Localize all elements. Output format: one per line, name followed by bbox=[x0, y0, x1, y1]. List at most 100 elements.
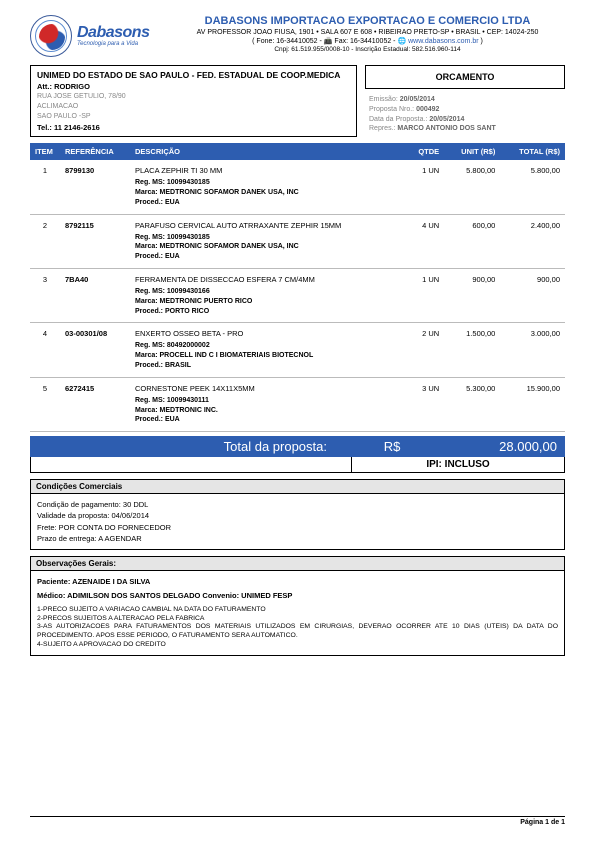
cell-n: 3 bbox=[30, 269, 60, 287]
client-street: RUA JOSE GETULIO, 78/90 bbox=[37, 92, 350, 101]
total-amount: 28.000,00 bbox=[437, 439, 557, 454]
col-total: TOTAL (R$) bbox=[500, 143, 565, 160]
table-row-detail: Reg. MS: 10099430185Marca: MEDTRONIC SOF… bbox=[30, 177, 565, 214]
meta-box: Emissão: 20/05/2014 Proposta Nro.: 00049… bbox=[365, 93, 565, 136]
total-currency: R$ bbox=[347, 439, 437, 454]
logo-name: Dabasons bbox=[77, 25, 149, 41]
data-val: 20/05/2014 bbox=[429, 116, 464, 123]
col-ref: REFERÊNCIA bbox=[60, 143, 130, 160]
cell-qtde: 1 UN bbox=[405, 160, 444, 177]
data-lbl: Data da Proposta.: bbox=[369, 116, 427, 123]
client-tel: Tel.: 11 2146-2616 bbox=[37, 123, 350, 132]
client-box: UNIMED DO ESTADO DE SAO PAULO - FED. EST… bbox=[30, 65, 357, 137]
obs-medico: Médico: ADIMILSON DOS SANTOS DELGADO Con… bbox=[37, 590, 558, 601]
cond-l1: Condição de pagamento: 30 DDL bbox=[37, 499, 558, 510]
cell-n: 5 bbox=[30, 377, 60, 395]
table-row: 37BA40FERRAMENTA DE DISSECCAO ESFERA 7 C… bbox=[30, 269, 565, 287]
cell-detail: Reg. MS: 80492000002Marca: PROCELL IND C… bbox=[130, 340, 565, 377]
cell-total: 5.800,00 bbox=[500, 160, 565, 177]
col-item: ITEM bbox=[30, 143, 60, 160]
obs-n3: 3-AS AUTORIZACOES PARA FATURAMENTOS DOS … bbox=[37, 623, 558, 641]
cell-total: 3.000,00 bbox=[500, 323, 565, 341]
company-cnpj: Cnpj: 61.519.955/0008-10 - Inscrição Est… bbox=[170, 46, 565, 53]
cell-unit: 5.300,00 bbox=[444, 377, 500, 395]
obs-n2: 2-PRECOS SUJEITOS A ALTERACAO PELA FABRI… bbox=[37, 615, 558, 624]
cond-l4: Prazo de entrega: A AGENDAR bbox=[37, 533, 558, 544]
table-row-detail: Reg. MS: 10099430111Marca: MEDTRONIC INC… bbox=[30, 395, 565, 432]
table-row: 28792115PARAFUSO CERVICAL AUTO ATRRAXANT… bbox=[30, 214, 565, 232]
table-row-detail: Reg. MS: 10099430166Marca: MEDTRONIC PUE… bbox=[30, 286, 565, 323]
cell-desc: FERRAMENTA DE DISSECCAO ESFERA 7 CM/4MM bbox=[130, 269, 405, 287]
cell-total: 2.400,00 bbox=[500, 214, 565, 232]
cell-total: 900,00 bbox=[500, 269, 565, 287]
cell-detail: Reg. MS: 10099430166Marca: MEDTRONIC PUE… bbox=[130, 286, 565, 323]
client-att: Att.: RODRIGO bbox=[37, 82, 350, 91]
cell-total: 15.900,00 bbox=[500, 377, 565, 395]
ipi-row: IPI: INCLUSO bbox=[30, 457, 565, 473]
phone-close: ) bbox=[479, 38, 483, 45]
cell-detail: Reg. MS: 10099430111Marca: MEDTRONIC INC… bbox=[130, 395, 565, 432]
client-district: ACLIMACAO bbox=[37, 102, 350, 111]
orcamento-title: ORCAMENTO bbox=[365, 65, 565, 89]
table-header-row: ITEM REFERÊNCIA DESCRIÇÃO QTDE UNIT (R$)… bbox=[30, 143, 565, 160]
cell-detail: Reg. MS: 10099430185Marca: MEDTRONIC SOF… bbox=[130, 232, 565, 269]
col-desc: DESCRIÇÃO bbox=[130, 143, 405, 160]
logo-text: Dabasons Tecnologia para a Vida bbox=[77, 25, 149, 47]
cell-qtde: 1 UN bbox=[405, 269, 444, 287]
logo-box: Dabasons Tecnologia para a Vida bbox=[30, 15, 170, 57]
col-unit: UNIT (R$) bbox=[444, 143, 500, 160]
company-phone: ( Fone: 16-34410052 - 📠 Fax: 16-34410052… bbox=[170, 37, 565, 45]
total-label: Total da proposta: bbox=[38, 439, 347, 454]
logo-tagline: Tecnologia para a Vida bbox=[77, 41, 149, 47]
cell-desc: ENXERTO OSSEO BETA - PRO bbox=[130, 323, 405, 341]
client-orcamento-row: UNIMED DO ESTADO DE SAO PAULO - FED. EST… bbox=[30, 65, 565, 137]
obs-n4: 4-SUJEITO A APROVACAO DO CREDITO bbox=[37, 641, 558, 650]
cell-n: 2 bbox=[30, 214, 60, 232]
company-address: AV PROFESSOR JOAO FIUSA, 1901 • SALA 607… bbox=[170, 29, 565, 36]
condicoes-section: Condições Comerciais Condição de pagamen… bbox=[30, 479, 565, 550]
obs-paciente: Paciente: AZENAIDE I DA SILVA bbox=[37, 576, 558, 587]
obs-title: Observações Gerais: bbox=[31, 557, 564, 571]
phone-text: ( Fone: 16-34410052 - 📠 Fax: 16-34410052… bbox=[252, 38, 408, 45]
cell-unit: 600,00 bbox=[444, 214, 500, 232]
cell-n: 1 bbox=[30, 160, 60, 177]
cell-ref: 8792115 bbox=[60, 214, 130, 232]
company-name: DABASONS IMPORTACAO EXPORTACAO E COMERCI… bbox=[170, 15, 565, 27]
emissao-lbl: Emissão: bbox=[369, 96, 398, 103]
cell-desc: CORNESTONE PEEK 14X11X5MM bbox=[130, 377, 405, 395]
obs-notes: 1-PRECO SUJEITO A VARIACAO CAMBIAL NA DA… bbox=[37, 606, 558, 650]
items-table: ITEM REFERÊNCIA DESCRIÇÃO QTDE UNIT (R$)… bbox=[30, 143, 565, 432]
cell-detail: Reg. MS: 10099430185Marca: MEDTRONIC SOF… bbox=[130, 177, 565, 214]
cell-n: 4 bbox=[30, 323, 60, 341]
cell-ref: 7BA40 bbox=[60, 269, 130, 287]
cond-l3: Frete: POR CONTA DO FORNECEDOR bbox=[37, 522, 558, 533]
condicoes-body: Condição de pagamento: 30 DDL Validade d… bbox=[31, 494, 564, 549]
cell-unit: 5.800,00 bbox=[444, 160, 500, 177]
document-header: Dabasons Tecnologia para a Vida DABASONS… bbox=[30, 15, 565, 57]
cell-desc: PARAFUSO CERVICAL AUTO ATRRAXANTE ZEPHIR… bbox=[130, 214, 405, 232]
ipi-box: IPI: INCLUSO bbox=[351, 457, 564, 472]
table-row: 18799130PLACA ZEPHIR TI 30 MM1 UN5.800,0… bbox=[30, 160, 565, 177]
client-city: SAO PAULO -SP bbox=[37, 112, 350, 121]
table-row: 56272415CORNESTONE PEEK 14X11X5MM3 UN5.3… bbox=[30, 377, 565, 395]
cell-qtde: 3 UN bbox=[405, 377, 444, 395]
proposta-val: 000492 bbox=[416, 106, 439, 113]
cell-unit: 1.500,00 bbox=[444, 323, 500, 341]
table-row-detail: Reg. MS: 10099430185Marca: MEDTRONIC SOF… bbox=[30, 232, 565, 269]
orcamento-col: ORCAMENTO Emissão: 20/05/2014 Proposta N… bbox=[365, 65, 565, 137]
table-row: 403-00301/08ENXERTO OSSEO BETA - PRO2 UN… bbox=[30, 323, 565, 341]
client-name: UNIMED DO ESTADO DE SAO PAULO - FED. EST… bbox=[37, 70, 350, 80]
cell-ref: 03-00301/08 bbox=[60, 323, 130, 341]
cell-qtde: 4 UN bbox=[405, 214, 444, 232]
repres-lbl: Repres.: bbox=[369, 125, 395, 132]
cell-ref: 8799130 bbox=[60, 160, 130, 177]
total-bar: Total da proposta: R$ 28.000,00 bbox=[30, 436, 565, 457]
obs-section: Observações Gerais: Paciente: AZENAIDE I… bbox=[30, 556, 565, 656]
obs-n1: 1-PRECO SUJEITO A VARIACAO CAMBIAL NA DA… bbox=[37, 606, 558, 615]
repres-val: MARCO ANTONIO DOS SANT bbox=[397, 125, 495, 132]
cell-qtde: 2 UN bbox=[405, 323, 444, 341]
proposta-lbl: Proposta Nro.: bbox=[369, 106, 414, 113]
company-info: DABASONS IMPORTACAO EXPORTACAO E COMERCI… bbox=[170, 15, 565, 53]
company-website: www.dabasons.com.br bbox=[408, 38, 478, 45]
page-footer: Página 1 de 1 bbox=[30, 816, 565, 826]
